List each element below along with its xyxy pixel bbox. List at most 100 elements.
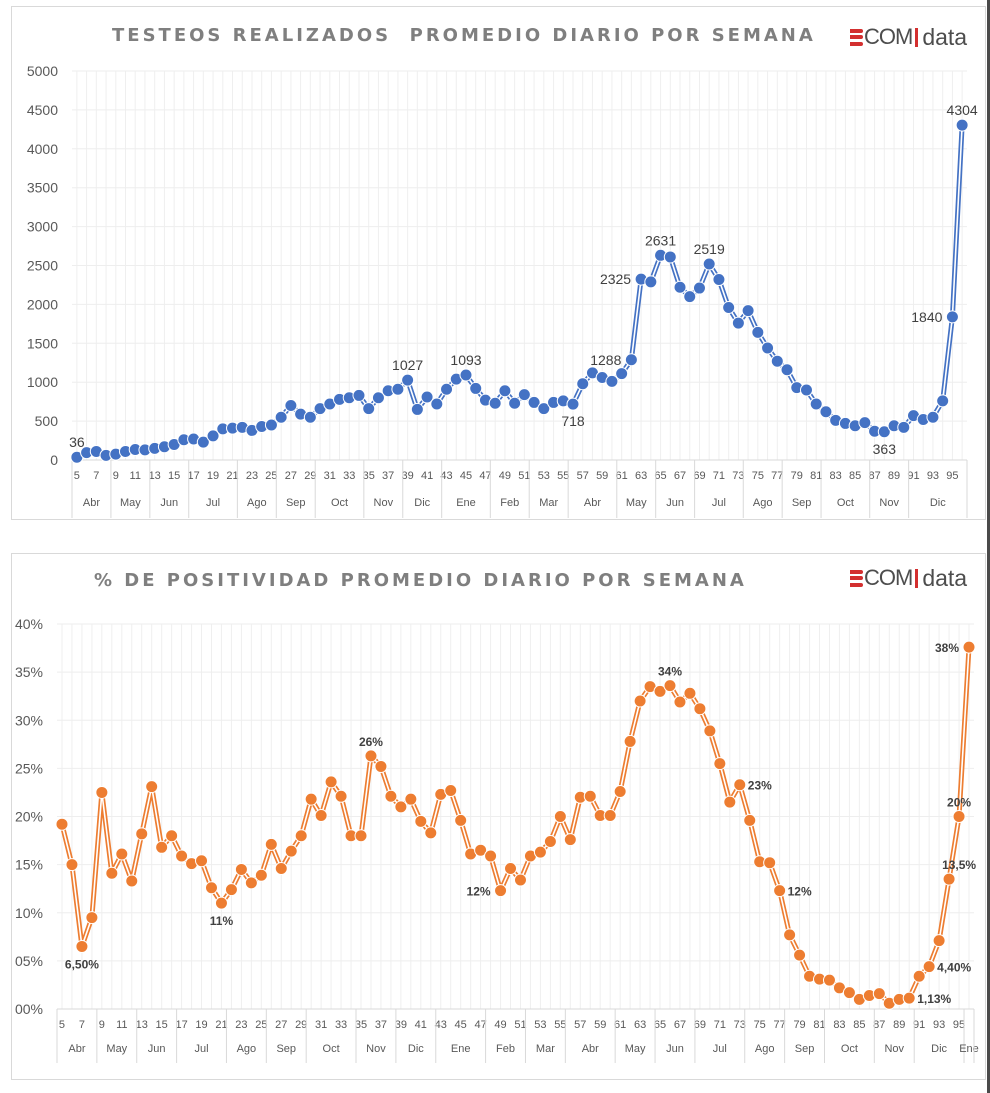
- month-label: Abr: [68, 1043, 85, 1055]
- y-tick-label: 0: [50, 452, 58, 468]
- data-point: [303, 410, 317, 424]
- x-tick-label: 57: [574, 1019, 586, 1031]
- logo-separator: [915, 27, 919, 47]
- data-point: [858, 416, 872, 430]
- data-label: 718: [561, 413, 585, 429]
- data-point: [633, 694, 647, 708]
- x-tick-label: 63: [634, 1019, 646, 1031]
- data-point: [712, 273, 726, 287]
- x-tick-label: 95: [946, 470, 958, 482]
- logo-bars-icon: [850, 569, 863, 587]
- month-label: Dic: [930, 497, 946, 509]
- x-tick-label: 39: [402, 470, 414, 482]
- data-point: [214, 896, 228, 910]
- data-label: 2631: [645, 232, 676, 248]
- data-point: [334, 789, 348, 803]
- data-point: [770, 354, 784, 368]
- x-tick-label: 33: [335, 1019, 347, 1031]
- ecom-data-logo: COM data: [850, 23, 968, 50]
- y-tick-label: 05%: [15, 953, 43, 969]
- data-point: [783, 928, 797, 942]
- x-tick-label: 95: [953, 1019, 965, 1031]
- data-label: 2519: [694, 241, 725, 257]
- month-label: Nov: [374, 497, 394, 509]
- x-tick-label: 89: [888, 470, 900, 482]
- x-tick-label: 29: [295, 1019, 307, 1031]
- logo-separator: [915, 568, 919, 588]
- x-tick-label: 9: [99, 1019, 105, 1031]
- data-point: [683, 686, 697, 700]
- x-tick-label: 13: [149, 470, 161, 482]
- y-tick-label: 1500: [27, 335, 58, 351]
- month-label: Nov: [879, 497, 899, 509]
- data-point: [673, 695, 687, 709]
- x-tick-label: 43: [435, 1019, 447, 1031]
- x-tick-label: 73: [732, 470, 744, 482]
- x-tick-label: 67: [674, 1019, 686, 1031]
- data-point: [444, 784, 458, 798]
- data-point: [394, 800, 408, 814]
- data-point: [414, 814, 428, 828]
- x-tick-label: 17: [175, 1019, 187, 1031]
- x-tick-label: 85: [853, 1019, 865, 1031]
- x-tick-label: 23: [246, 470, 258, 482]
- x-tick-label: 11: [116, 1019, 127, 1031]
- data-point: [175, 849, 189, 863]
- month-label: Nov: [884, 1043, 904, 1055]
- data-point: [932, 934, 946, 948]
- month-label: Ago: [247, 497, 267, 509]
- data-point: [420, 390, 434, 404]
- data-point: [872, 987, 886, 1001]
- x-tick-label: 83: [830, 470, 842, 482]
- month-label: Jul: [712, 497, 726, 509]
- series-line-highlight: [61, 647, 970, 1005]
- x-tick-label: 69: [694, 1019, 706, 1031]
- x-tick-label: 15: [168, 470, 180, 482]
- x-tick-label: 29: [304, 470, 316, 482]
- data-point: [615, 367, 629, 381]
- month-label: Mar: [539, 497, 558, 509]
- data-point: [809, 397, 823, 411]
- data-point: [605, 374, 619, 388]
- data-point: [95, 785, 109, 799]
- x-tick-label: 37: [382, 470, 394, 482]
- x-tick-label: 45: [460, 470, 472, 482]
- y-tick-label: 2000: [27, 296, 58, 312]
- month-label: Jul: [206, 497, 220, 509]
- data-point: [773, 884, 787, 898]
- data-point: [644, 275, 658, 289]
- x-tick-label: 17: [187, 470, 199, 482]
- data-point: [284, 844, 298, 858]
- data-point: [877, 425, 891, 439]
- x-tick-label: 45: [455, 1019, 467, 1031]
- x-tick-label: 87: [868, 470, 880, 482]
- x-tick-label: 71: [714, 1019, 726, 1031]
- x-tick-label: 27: [275, 1019, 287, 1031]
- month-label: Abr: [83, 497, 100, 509]
- x-tick-label: 21: [215, 1019, 227, 1031]
- month-label: Jun: [666, 497, 684, 509]
- x-tick-label: 69: [693, 470, 705, 482]
- x-tick-label: 43: [440, 470, 452, 482]
- data-label: 4,40%: [937, 961, 971, 975]
- logo-text-data: data: [922, 23, 968, 50]
- data-point: [204, 881, 218, 895]
- data-point: [517, 388, 531, 402]
- y-tick-label: 4000: [27, 141, 58, 157]
- x-tick-label: 21: [226, 470, 238, 482]
- x-tick-label: 47: [474, 1019, 486, 1031]
- data-point: [65, 858, 79, 872]
- data-point: [55, 817, 69, 831]
- x-tick-label: 51: [518, 470, 530, 482]
- x-tick-label: 93: [933, 1019, 945, 1031]
- data-point: [537, 402, 551, 416]
- data-point: [683, 290, 697, 304]
- data-point: [244, 876, 258, 890]
- data-point: [391, 382, 405, 396]
- month-label: Ene: [451, 1043, 471, 1055]
- month-label: Jun: [148, 1043, 166, 1055]
- data-point: [362, 402, 376, 416]
- ecom-data-logo: COM data: [850, 565, 967, 591]
- data-point: [936, 394, 950, 408]
- data-point: [693, 702, 707, 716]
